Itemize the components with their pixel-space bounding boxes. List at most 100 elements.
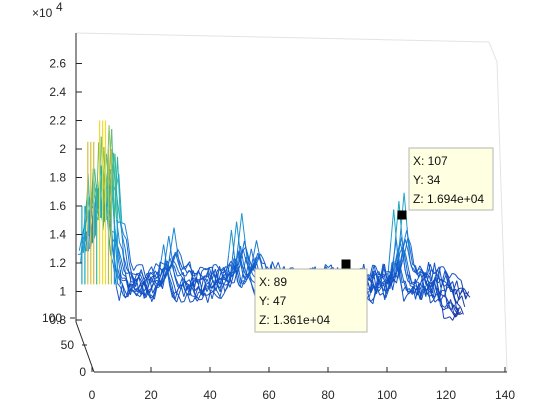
series-segment xyxy=(105,125,110,204)
series-segment xyxy=(160,268,164,277)
series-segment xyxy=(167,274,172,287)
series-segment xyxy=(182,274,186,277)
series-segment xyxy=(198,270,202,280)
series-segment xyxy=(134,288,138,293)
series-segment xyxy=(165,235,170,256)
series-segment xyxy=(382,282,386,287)
series-segment xyxy=(169,272,174,283)
series-segment xyxy=(136,264,140,266)
series-segment xyxy=(381,274,386,279)
series-segment xyxy=(441,294,445,297)
series-segment xyxy=(206,286,211,292)
series-segment xyxy=(186,270,191,274)
series-segment xyxy=(379,263,384,281)
series-segment xyxy=(442,266,447,273)
series-segment xyxy=(456,294,461,304)
series-segment xyxy=(186,261,191,266)
series-segment xyxy=(166,268,170,272)
series-segment xyxy=(403,295,408,302)
series-segment xyxy=(434,277,439,284)
x-tick-label: 140 xyxy=(495,388,515,402)
series-segment xyxy=(167,267,171,270)
series-segment xyxy=(155,263,160,267)
series-segment xyxy=(228,271,233,284)
series-segment xyxy=(440,305,444,311)
series-segment xyxy=(437,268,442,288)
datatip-box xyxy=(254,268,368,333)
series-segment xyxy=(148,276,152,281)
series-segment xyxy=(180,255,185,268)
series-segment xyxy=(428,262,433,281)
datatip[interactable]: X: 107 Y: 34 Z: 1.694e+04 xyxy=(397,147,494,220)
series-segment xyxy=(449,316,454,321)
series-segment xyxy=(419,284,423,286)
series-segment xyxy=(405,254,410,270)
series-segment xyxy=(173,227,178,248)
series-segment xyxy=(383,264,388,281)
series-segment xyxy=(246,273,250,277)
series-segment xyxy=(435,266,440,274)
series-segment xyxy=(117,283,121,288)
back-top-edge xyxy=(75,32,490,43)
series-segment xyxy=(121,284,126,299)
series-segment xyxy=(153,275,158,279)
series-segment xyxy=(437,266,441,281)
series-segment xyxy=(220,266,225,271)
x-tick-label: 0 xyxy=(89,388,96,402)
series-segment xyxy=(202,284,206,294)
series-segment xyxy=(197,286,202,292)
series-segment xyxy=(373,283,378,294)
x-tick-label: 20 xyxy=(144,388,158,402)
series-segment xyxy=(403,253,408,273)
series-segment xyxy=(424,277,429,287)
series-segment xyxy=(227,261,232,267)
series-segment xyxy=(120,287,124,297)
series-segment xyxy=(371,297,375,302)
series-segment xyxy=(409,286,414,293)
series-segment xyxy=(118,261,122,279)
series-segment xyxy=(463,292,468,294)
series-segment xyxy=(445,297,450,304)
series-segment xyxy=(240,265,245,279)
series-segment xyxy=(195,270,199,276)
series-segment xyxy=(145,274,150,290)
datatip[interactable]: X: 89 Y: 47 Z: 1.361e+04 xyxy=(254,259,368,333)
z-tick-label: 2 xyxy=(59,142,66,156)
series-segment xyxy=(375,276,380,289)
series-segment xyxy=(124,248,129,269)
series-segment xyxy=(371,270,376,284)
series-segment xyxy=(444,277,449,294)
datatip-x-line: X: 89 xyxy=(259,275,287,289)
series-segment xyxy=(366,290,371,302)
series-segment xyxy=(235,238,240,265)
series-segment xyxy=(408,269,413,283)
series-segment xyxy=(389,263,394,277)
series-segment xyxy=(167,260,171,273)
series-segment xyxy=(192,277,197,281)
series-segment xyxy=(207,292,211,296)
series-segment xyxy=(210,284,215,289)
datatip-marker[interactable] xyxy=(397,210,407,220)
series-segment xyxy=(200,266,204,269)
series-segment xyxy=(400,267,404,280)
series-segment xyxy=(119,260,124,275)
series-segment xyxy=(393,278,397,284)
series-segment xyxy=(274,262,279,270)
datatip-marker[interactable] xyxy=(341,259,351,269)
series-segment xyxy=(259,253,264,260)
series-segment xyxy=(208,266,213,269)
series-segment xyxy=(210,291,214,294)
series-segment xyxy=(384,281,389,284)
series-segment xyxy=(436,293,441,302)
series-segment xyxy=(397,226,402,261)
series-segment xyxy=(406,271,411,286)
series-segment xyxy=(455,288,459,295)
series-segment xyxy=(152,286,157,294)
series-segment xyxy=(453,312,457,317)
series-segment xyxy=(378,286,383,292)
series-segment xyxy=(458,295,463,301)
series-segment xyxy=(410,266,415,271)
series-segment xyxy=(183,265,187,268)
series-segment xyxy=(195,291,200,300)
